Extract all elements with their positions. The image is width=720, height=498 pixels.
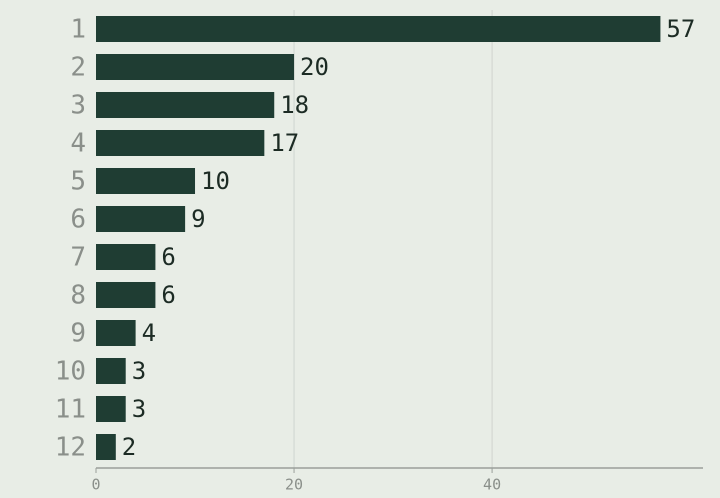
y-tick-label: 4 (70, 129, 86, 159)
value-label: 57 (666, 15, 695, 43)
bar (96, 92, 275, 118)
value-label: 4 (142, 319, 156, 347)
bar (96, 244, 156, 270)
bar (96, 16, 661, 42)
y-tick-label: 7 (70, 243, 86, 273)
value-label: 2 (122, 433, 136, 461)
value-label: 6 (161, 243, 175, 271)
y-tick-label: 12 (55, 433, 86, 463)
bar (96, 434, 116, 460)
bar (96, 168, 196, 194)
bar (96, 282, 156, 308)
value-label: 9 (191, 205, 205, 233)
value-label: 6 (161, 281, 175, 309)
y-tick-label: 5 (70, 167, 86, 197)
value-label: 18 (280, 91, 309, 119)
value-label: 3 (132, 395, 146, 423)
value-label: 10 (201, 167, 230, 195)
y-tick-label: 8 (70, 281, 86, 311)
x-tick-label: 0 (91, 476, 100, 494)
y-tick-label: 11 (55, 395, 86, 425)
bar (96, 396, 126, 422)
value-label: 3 (132, 357, 146, 385)
y-tick-label: 1 (70, 15, 86, 45)
bar (96, 54, 295, 80)
x-tick-label: 40 (483, 476, 501, 494)
y-tick-label: 10 (55, 357, 86, 387)
y-tick-label: 2 (70, 53, 86, 83)
y-tick-label: 3 (70, 91, 86, 121)
bar (96, 320, 136, 346)
bar (96, 206, 186, 232)
value-label: 20 (300, 53, 329, 81)
value-label: 17 (270, 129, 299, 157)
x-tick-label: 20 (285, 476, 303, 494)
y-tick-label: 6 (70, 205, 86, 235)
y-tick-label: 9 (70, 319, 86, 349)
bar (96, 130, 265, 156)
bar (96, 358, 126, 384)
